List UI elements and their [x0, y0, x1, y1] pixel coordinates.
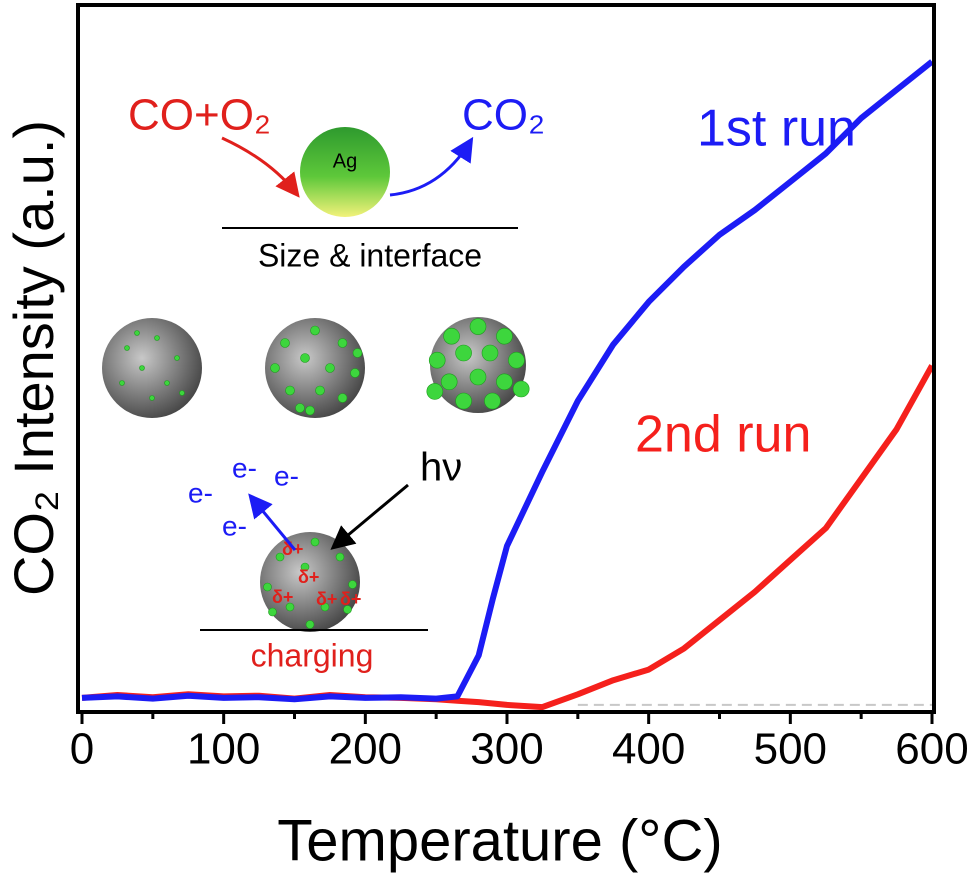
green-dot — [139, 365, 145, 371]
charge-label: δ+ — [272, 587, 293, 607]
green-dot — [315, 385, 325, 396]
x-tick-label: 600 — [895, 725, 968, 774]
grey-sphere — [260, 532, 360, 632]
green-dot — [440, 373, 458, 391]
green-dot — [174, 355, 180, 361]
green-dot — [508, 351, 525, 369]
green-dot — [300, 562, 310, 572]
arrow — [221, 136, 300, 198]
green-dot — [484, 392, 501, 410]
green-dot — [149, 395, 155, 401]
arrow — [248, 493, 297, 551]
green-dot — [263, 582, 272, 592]
green-dot — [337, 338, 348, 348]
green-dot — [154, 335, 160, 341]
x-tick-label: 300 — [470, 725, 543, 774]
green-dot — [343, 605, 352, 614]
green-dot — [426, 383, 444, 400]
green-dot — [443, 327, 460, 345]
green-dot — [164, 380, 170, 386]
electron: e- — [232, 452, 257, 483]
green-dot — [469, 368, 487, 386]
green-dot — [352, 348, 363, 358]
electron: e- — [222, 510, 247, 541]
green-dot — [469, 318, 487, 335]
green-dot — [455, 344, 472, 362]
series-label: 1st run — [697, 100, 856, 158]
green-dot — [325, 363, 335, 373]
green-dot — [134, 330, 140, 336]
green-dot — [305, 405, 315, 416]
green-dot — [350, 368, 360, 378]
inset: CO+O₂ CO₂ Ag Size & interface δ+δ+δ+δ+δ+… — [102, 91, 545, 673]
x-tick-label: 500 — [754, 725, 827, 774]
green-dot — [270, 363, 280, 373]
ag-particle — [300, 127, 390, 217]
x-axis-label: Temperature (°C) — [277, 808, 722, 873]
inset-caption: Size & interface — [258, 237, 482, 273]
grey-sphere — [102, 318, 202, 418]
green-dot — [295, 403, 305, 413]
green-dot — [285, 385, 295, 396]
green-dot — [496, 373, 513, 391]
plot-area — [81, 59, 935, 711]
x-tick-label: 100 — [187, 725, 260, 774]
green-dot — [285, 602, 295, 612]
green-dot — [179, 390, 185, 396]
electron: e- — [188, 477, 213, 508]
green-dot — [280, 338, 290, 348]
charge-label: δ+ — [340, 589, 361, 609]
charge-label: δ+ — [316, 589, 337, 609]
green-dot — [300, 353, 310, 363]
green-dot — [275, 552, 285, 562]
inset-process: charging — [251, 637, 374, 673]
inset-product: CO₂ — [462, 91, 545, 140]
green-dot — [428, 351, 446, 369]
green-dot — [305, 620, 315, 629]
green-dot — [310, 537, 320, 547]
charge-label: δ+ — [298, 567, 319, 587]
x-tick-label: 200 — [329, 725, 402, 774]
green-dot — [481, 344, 499, 362]
green-dot — [348, 580, 357, 589]
particle-spheres: δ+δ+δ+δ+δ+ — [102, 317, 530, 632]
inset-particle: Ag — [333, 150, 357, 172]
green-dot — [124, 345, 130, 351]
series-label: 2nd run — [635, 406, 811, 464]
green-dot — [320, 602, 330, 612]
green-dot — [335, 552, 345, 562]
x-tick-label: 0 — [70, 725, 94, 774]
y-axis-label: CO₂ Intensity (a.u.) — [2, 120, 65, 596]
green-dot — [119, 380, 125, 386]
green-dot — [512, 380, 530, 398]
green-dot — [268, 607, 277, 617]
green-dot — [310, 325, 320, 336]
inset-light: hν — [420, 446, 462, 490]
inset-reactants: CO+O₂ — [128, 91, 271, 140]
green-dot — [496, 327, 513, 345]
electron: e- — [274, 460, 299, 491]
arrow — [389, 136, 474, 197]
arrow — [330, 483, 409, 550]
x-tick-label: 400 — [612, 725, 685, 774]
series-line — [81, 59, 934, 703]
green-dot — [455, 392, 472, 410]
green-dot — [337, 393, 348, 403]
